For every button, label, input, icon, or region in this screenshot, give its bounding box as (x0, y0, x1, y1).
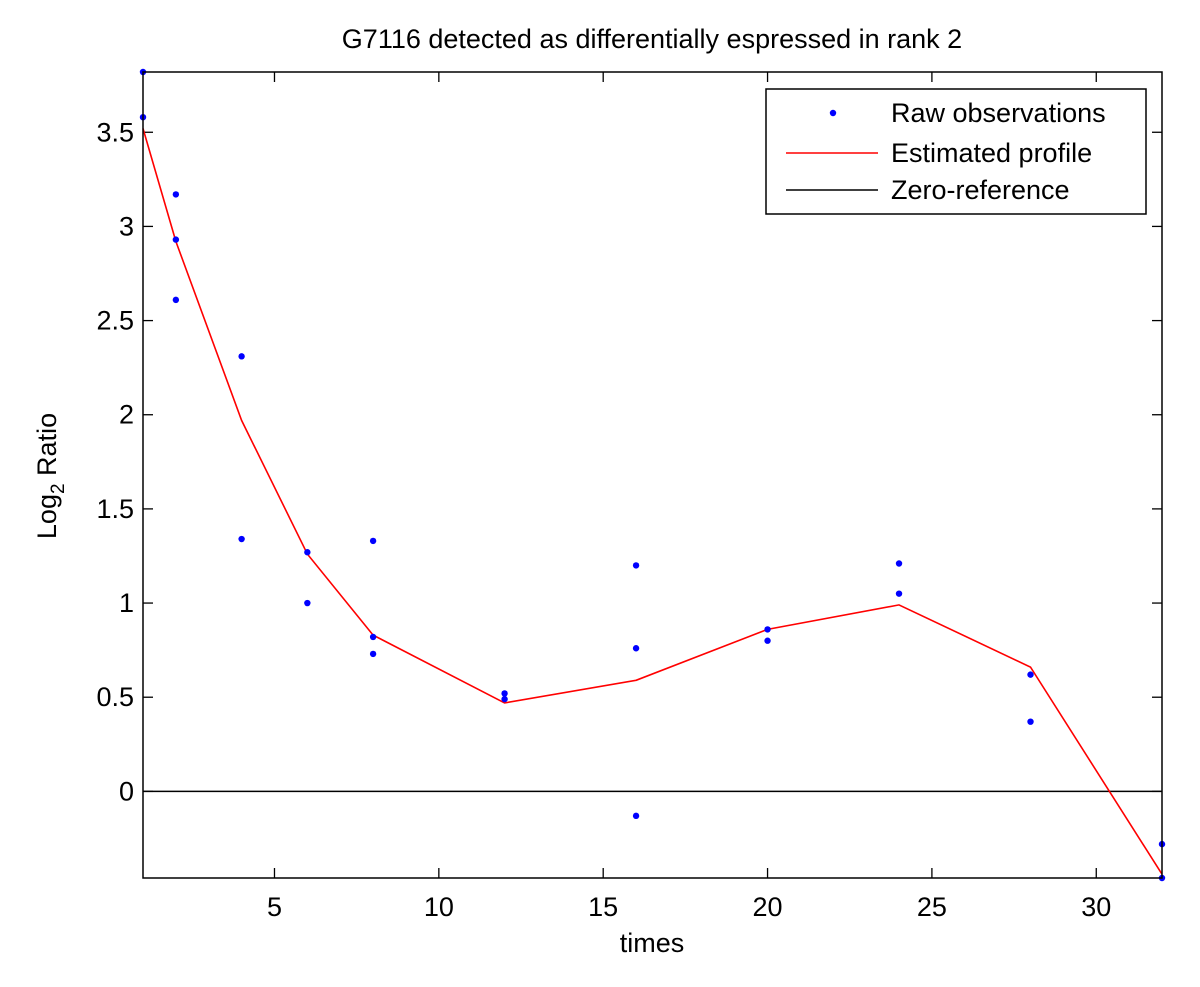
raw-observation-point (304, 599, 311, 607)
legend-label-profile: Estimated profile (891, 138, 1092, 168)
y-tick-label: 0.5 (96, 682, 134, 712)
raw-observation-point (238, 353, 245, 360)
raw-observation-point (895, 590, 903, 597)
raw-observation-point (172, 296, 180, 304)
y-axis-label-suffix: Ratio (32, 413, 62, 484)
raw-observation-point (632, 812, 640, 820)
raw-observation-point (172, 236, 180, 243)
estimated-profile-line (142, 128, 1163, 875)
y-axis-ticks: 0 0.5 1 1.5 2 2.5 3 3.5 (96, 117, 1162, 806)
y-tick-label: 0 (119, 776, 134, 806)
y-tick-label: 3.5 (96, 117, 134, 147)
legend-label-zero: Zero-reference (891, 175, 1070, 205)
raw-observation-point (1027, 671, 1034, 678)
raw-observation-point (764, 626, 771, 633)
x-axis-ticks: 5 10 15 20 25 30 (267, 72, 1111, 922)
x-tick-label: 15 (588, 892, 618, 922)
plot-frame (142, 71, 1163, 879)
y-tick-label: 1.5 (96, 494, 134, 524)
raw-observation-point (895, 560, 903, 567)
y-axis-label-subscript: 2 (48, 483, 69, 494)
raw-observation-point (172, 191, 180, 198)
y-tick-label: 2 (119, 400, 134, 430)
legend-box (765, 88, 1147, 215)
y-axis-label: Log2 Ratio (32, 413, 69, 539)
raw-observation-point (369, 537, 377, 545)
x-tick-label: 20 (753, 892, 783, 922)
raw-observation-point (304, 549, 311, 556)
raw-observation-point (1027, 718, 1034, 725)
y-axis-label-main: Log (32, 494, 62, 539)
chart-title: G7116 detected as differentially espress… (342, 24, 962, 54)
x-tick-label: 25 (917, 892, 947, 922)
legend-marker-raw (829, 109, 837, 117)
y-tick-label: 3 (119, 211, 134, 241)
raw-observation-point (238, 535, 245, 543)
raw-observation-point (632, 645, 640, 652)
raw-observation-point (764, 637, 771, 644)
x-tick-label: 5 (267, 892, 282, 922)
legend: Raw observations Estimated profile Zero-… (765, 88, 1147, 215)
raw-observation-point (501, 690, 508, 697)
x-tick-label: 10 (424, 892, 454, 922)
x-axis-label: times (620, 928, 685, 958)
y-tick-label: 2.5 (96, 306, 134, 336)
raw-observation-point (369, 633, 377, 641)
series-layer (139, 68, 1166, 882)
raw-observation-point (369, 650, 377, 658)
raw-observation-point (632, 562, 640, 569)
y-tick-label: 1 (119, 588, 134, 618)
x-tick-label: 30 (1081, 892, 1111, 922)
legend-label-raw: Raw observations (891, 98, 1106, 128)
raw-observation-point (501, 695, 508, 703)
